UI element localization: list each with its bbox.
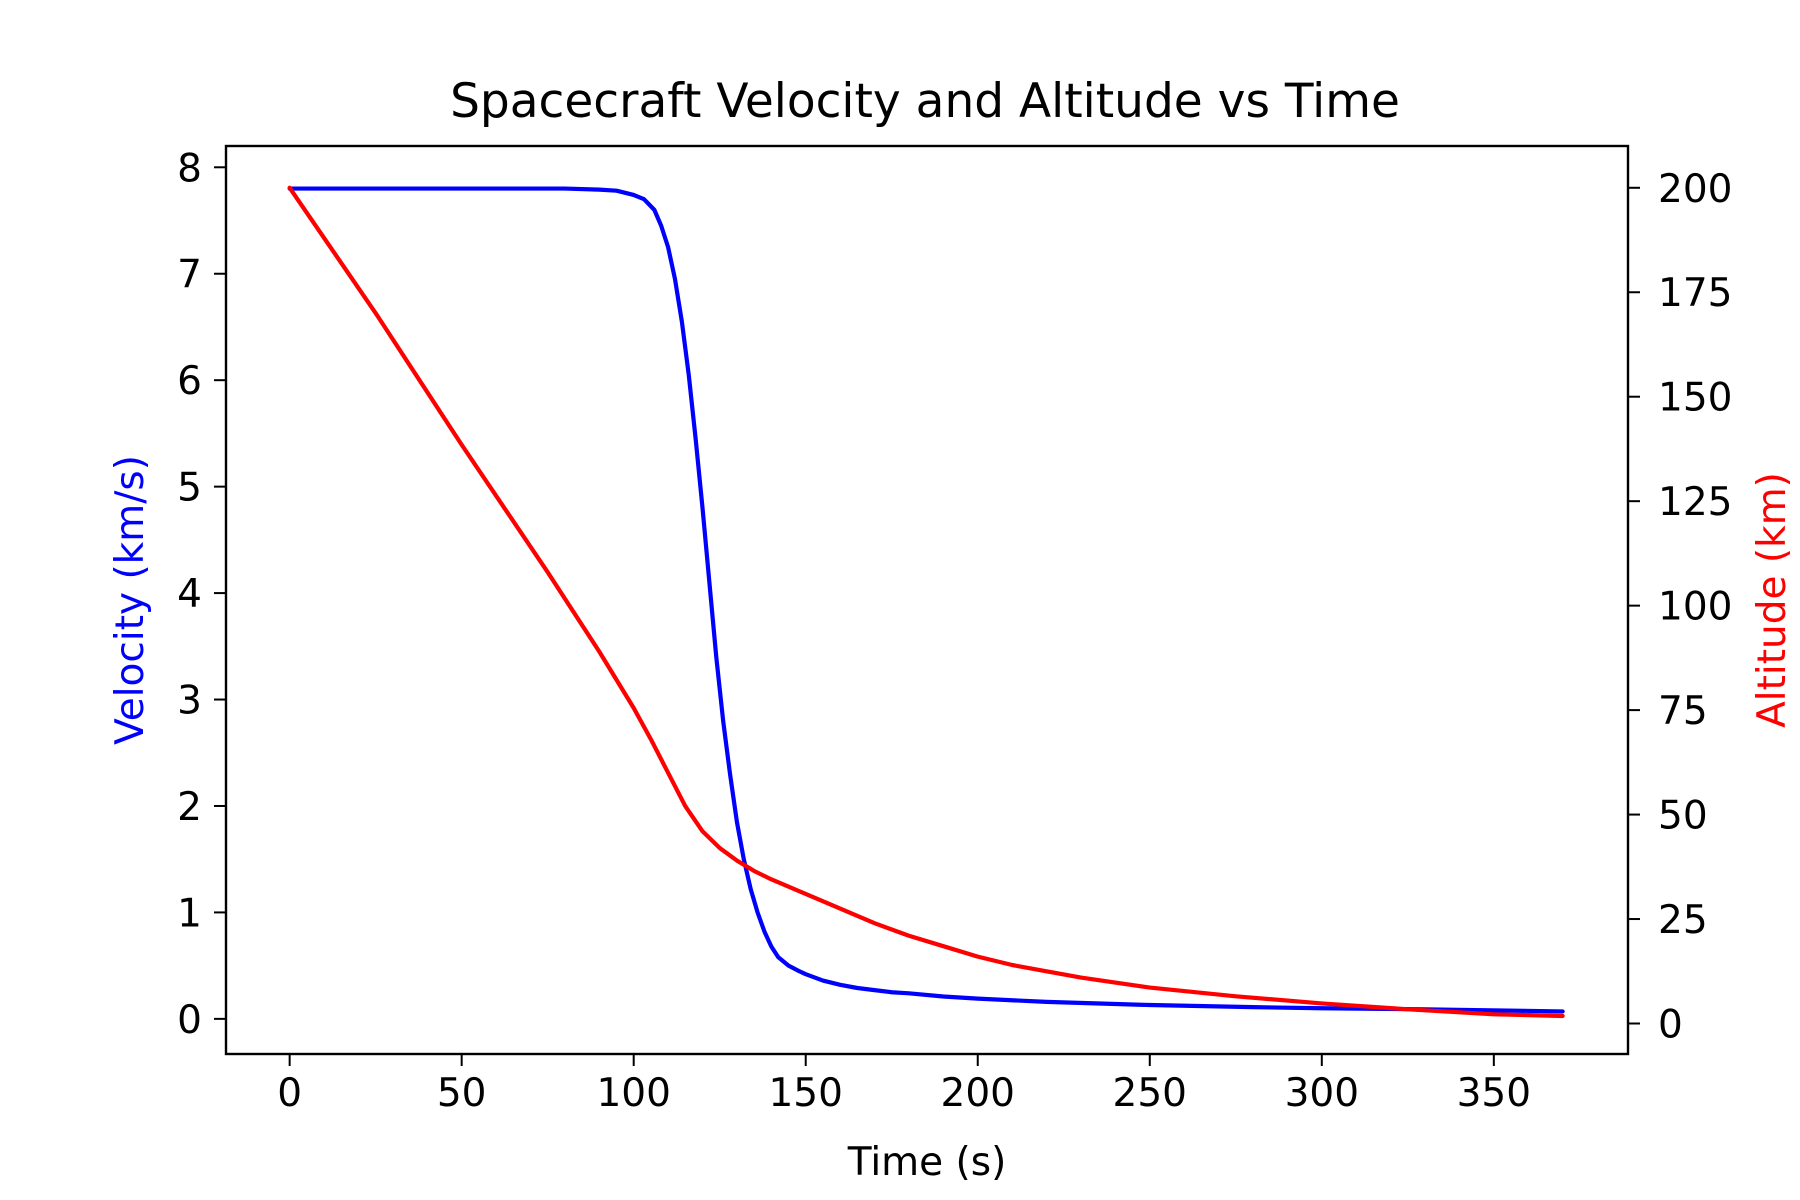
x-tick-label: 100: [596, 1071, 670, 1116]
left-y-tick-label: 3: [177, 679, 202, 724]
right-y-tick-label: 75: [1658, 689, 1708, 734]
x-tick-label: 250: [1113, 1071, 1187, 1116]
plot-frame: [224, 144, 1630, 1056]
left-y-tick-label: 5: [177, 466, 202, 511]
left-y-axis-ticks: 0 1 2 3 4 5 6 7 8: [177, 146, 226, 1043]
right-y-tick-label: 0: [1658, 1002, 1683, 1047]
left-y-tick-label: 7: [177, 253, 202, 298]
x-tick-label: 50: [437, 1071, 487, 1116]
left-y-tick-label: 2: [177, 785, 202, 830]
velocity-line: [287, 186, 1565, 1014]
right-y-tick-label: 50: [1658, 794, 1708, 839]
chart-title: Spacecraft Velocity and Altitude vs Time: [450, 74, 1400, 129]
altitude-line: [287, 185, 1565, 1019]
right-y-axis-ticks: 0 25 50 75 100 125 150 175 200: [1628, 167, 1732, 1047]
x-tick-label: 200: [941, 1071, 1015, 1116]
left-y-axis-label: Velocity (km/s): [108, 455, 153, 745]
left-y-tick-label: 0: [177, 998, 202, 1043]
x-axis-ticks: 0 50 100 150 200 250 300 350: [277, 1054, 1531, 1116]
x-axis-label: Time (s): [847, 1140, 1007, 1185]
x-tick-label: 350: [1457, 1071, 1531, 1116]
left-y-tick-label: 1: [177, 891, 202, 936]
right-y-tick-label: 175: [1658, 271, 1732, 316]
left-y-tick-label: 4: [177, 572, 202, 617]
right-y-tick-label: 100: [1658, 585, 1732, 630]
left-y-tick-label: 8: [177, 146, 202, 191]
right-y-tick-label: 125: [1658, 480, 1732, 525]
x-tick-label: 150: [768, 1071, 842, 1116]
right-y-axis-label: Altitude (km): [1750, 472, 1795, 728]
series-layer: [287, 185, 1565, 1019]
right-y-tick-label: 150: [1658, 376, 1732, 421]
x-tick-label: 300: [1285, 1071, 1359, 1116]
left-y-tick-label: 6: [177, 359, 202, 404]
right-y-tick-label: 200: [1658, 167, 1732, 212]
right-y-tick-label: 25: [1658, 898, 1708, 943]
x-tick-label: 0: [277, 1071, 302, 1116]
